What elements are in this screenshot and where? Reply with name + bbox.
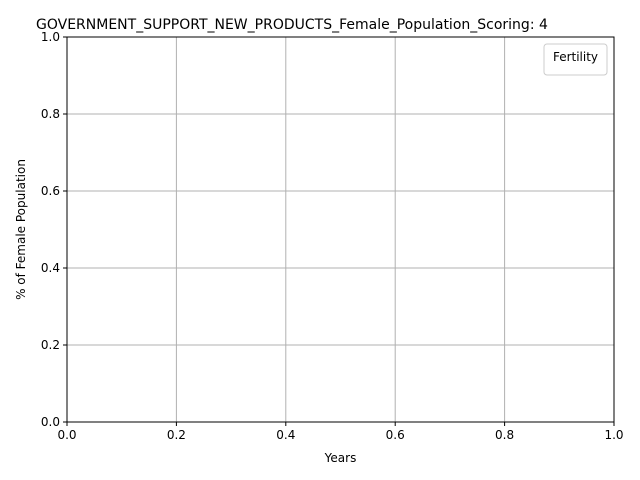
y-axis: 0.0 0.2 0.4 0.6 0.8 1.0 (41, 30, 67, 429)
x-tick-label: 0.0 (57, 428, 76, 442)
x-tick-label: 1.0 (604, 428, 623, 442)
y-tick-label: 0.2 (41, 338, 60, 352)
x-tick-label: 0.4 (276, 428, 295, 442)
y-tick-label: 1.0 (41, 30, 60, 44)
x-tick-label: 0.2 (167, 428, 186, 442)
plot-area (67, 37, 614, 422)
plot-frame (66, 36, 615, 423)
y-tick-label: 0.0 (41, 415, 60, 429)
chart-title: GOVERNMENT_SUPPORT_NEW_PRODUCTS_Female_P… (36, 17, 548, 33)
x-axis-label: Years (324, 451, 357, 465)
legend-title: Fertility (553, 50, 598, 64)
x-tick-label: 0.6 (386, 428, 405, 442)
y-tick-label: 0.6 (41, 184, 60, 198)
x-axis: 0.0 0.2 0.4 0.6 0.8 1.0 (57, 422, 624, 442)
legend: Fertility (543, 43, 608, 76)
x-tick-label: 0.8 (495, 428, 514, 442)
legend-box (543, 43, 608, 76)
y-tick-label: 0.8 (41, 107, 60, 121)
y-tick-label: 0.4 (41, 261, 60, 275)
y-axis-label: % of Female Population (14, 159, 28, 300)
